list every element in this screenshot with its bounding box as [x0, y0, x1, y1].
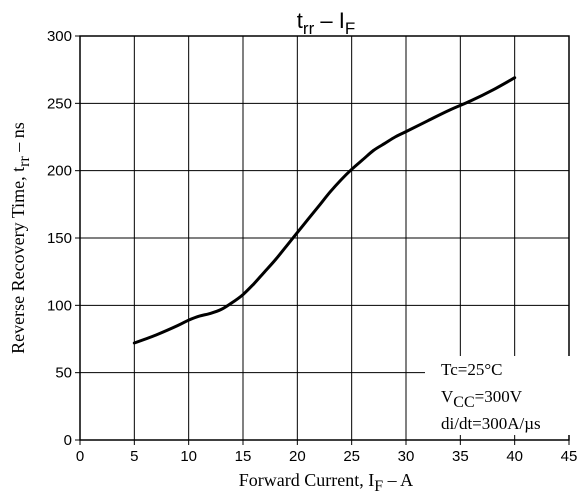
x-tick-label: 15 — [235, 448, 252, 465]
trr-curve — [132, 76, 517, 345]
x-tick-label: 45 — [561, 448, 578, 465]
y-tick-label: 200 — [47, 163, 72, 180]
condition-temperature: Tc=25°C — [441, 360, 502, 379]
condition-didt: di/dt=300A/µs — [441, 414, 541, 433]
x-tick-label: 0 — [76, 448, 84, 465]
x-tick-label: 30 — [398, 448, 415, 465]
y-tick-label: 50 — [55, 365, 72, 382]
y-tick-label: 150 — [47, 230, 72, 247]
y-tick-label: 100 — [47, 297, 72, 314]
x-axis-label: Forward Current, IF – A — [239, 470, 413, 495]
x-tick-label: 35 — [452, 448, 469, 465]
x-tick-label: 20 — [289, 448, 306, 465]
y-tick-label: 0 — [64, 432, 72, 449]
plot-frame — [79, 35, 570, 441]
x-tick-label: 40 — [506, 448, 523, 465]
y-tick-label: 250 — [47, 95, 72, 112]
condition-voltage: VCC=300V — [441, 387, 523, 411]
y-axis-ticks: 0 50 100 150 200 250 300 — [47, 28, 80, 449]
conditions-box — [425, 356, 570, 435]
x-tick-label: 25 — [343, 448, 360, 465]
x-tick-label: 10 — [180, 448, 197, 465]
x-tick-label: 5 — [130, 448, 138, 465]
y-axis-label: Reverse Recovery Time, trr – ns — [8, 122, 33, 354]
chart-title: trr – IF — [297, 8, 355, 38]
y-tick-label: 300 — [47, 28, 72, 45]
chart-grid — [80, 36, 569, 440]
x-axis-ticks: 0 5 10 15 20 25 30 35 40 45 — [76, 440, 578, 465]
